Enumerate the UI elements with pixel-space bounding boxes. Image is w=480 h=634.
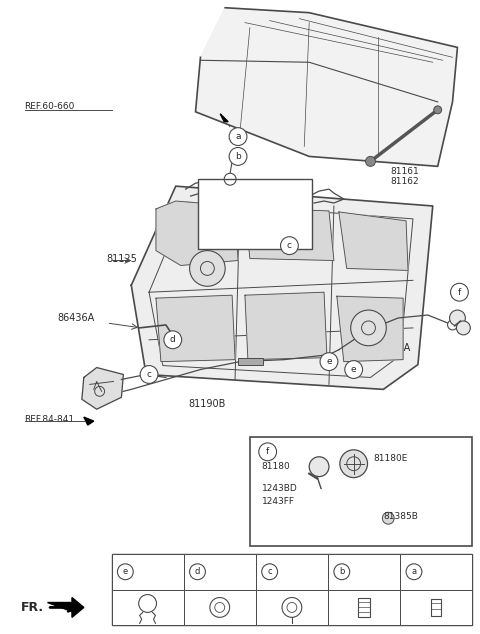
Text: 86415A: 86415A bbox=[425, 567, 458, 576]
Polygon shape bbox=[245, 208, 334, 261]
Bar bbox=[238, 358, 263, 365]
Circle shape bbox=[280, 236, 298, 255]
Polygon shape bbox=[156, 295, 235, 361]
Polygon shape bbox=[47, 602, 74, 612]
Circle shape bbox=[334, 564, 350, 579]
Circle shape bbox=[140, 366, 158, 384]
Text: c: c bbox=[146, 370, 152, 379]
Text: b: b bbox=[235, 152, 241, 161]
Polygon shape bbox=[72, 597, 84, 618]
Bar bbox=[358, 597, 370, 618]
Circle shape bbox=[366, 157, 375, 166]
Polygon shape bbox=[337, 296, 403, 361]
Text: 81180: 81180 bbox=[262, 462, 290, 471]
Circle shape bbox=[451, 283, 468, 301]
Bar bbox=[400, 554, 472, 590]
Bar bbox=[184, 590, 256, 625]
Bar bbox=[111, 554, 184, 590]
Text: 81180E: 81180E bbox=[373, 454, 408, 463]
Polygon shape bbox=[131, 186, 433, 389]
Text: 81738A: 81738A bbox=[353, 567, 386, 576]
Bar bbox=[256, 590, 328, 625]
Polygon shape bbox=[339, 212, 408, 271]
Text: f: f bbox=[266, 448, 269, 456]
Circle shape bbox=[190, 564, 205, 579]
Bar bbox=[328, 554, 400, 590]
Polygon shape bbox=[82, 368, 123, 409]
Text: a: a bbox=[411, 567, 417, 576]
Text: REF.84-841: REF.84-841 bbox=[24, 415, 75, 424]
Text: a: a bbox=[235, 132, 241, 141]
Bar bbox=[400, 590, 472, 625]
Circle shape bbox=[383, 512, 394, 524]
Circle shape bbox=[406, 564, 422, 579]
Circle shape bbox=[345, 361, 362, 378]
Text: 81126: 81126 bbox=[208, 567, 236, 576]
Text: 81125: 81125 bbox=[107, 254, 137, 264]
Polygon shape bbox=[220, 113, 228, 122]
Bar bbox=[250, 437, 472, 546]
Polygon shape bbox=[156, 201, 238, 266]
Text: 86436A: 86436A bbox=[57, 313, 95, 323]
Text: REF.60-660: REF.60-660 bbox=[24, 102, 75, 112]
Circle shape bbox=[164, 331, 182, 349]
Circle shape bbox=[447, 320, 457, 330]
Text: b: b bbox=[339, 567, 345, 576]
Bar bbox=[431, 598, 441, 616]
Bar bbox=[328, 590, 400, 625]
Circle shape bbox=[190, 250, 225, 287]
Polygon shape bbox=[84, 417, 94, 425]
Bar bbox=[256, 554, 328, 590]
Text: f: f bbox=[458, 288, 461, 297]
Circle shape bbox=[118, 564, 133, 579]
Text: e: e bbox=[123, 567, 128, 576]
Bar bbox=[111, 590, 184, 625]
Polygon shape bbox=[195, 8, 457, 166]
Circle shape bbox=[340, 450, 368, 477]
Text: e: e bbox=[326, 357, 332, 366]
Circle shape bbox=[320, 353, 338, 370]
Text: 81385B: 81385B bbox=[384, 512, 418, 521]
Circle shape bbox=[351, 310, 386, 346]
Circle shape bbox=[450, 310, 466, 326]
Text: FR.: FR. bbox=[21, 601, 44, 614]
Circle shape bbox=[262, 564, 277, 579]
Circle shape bbox=[434, 106, 442, 113]
Text: 86438A: 86438A bbox=[280, 567, 314, 576]
Text: c: c bbox=[267, 567, 272, 576]
Text: e: e bbox=[351, 365, 357, 374]
Circle shape bbox=[229, 127, 247, 146]
Bar bbox=[111, 554, 472, 625]
Bar bbox=[199, 179, 312, 249]
Circle shape bbox=[229, 148, 247, 165]
Text: 1243BD: 1243BD bbox=[262, 484, 298, 493]
Bar bbox=[184, 554, 256, 590]
Text: 86430: 86430 bbox=[192, 214, 223, 224]
Text: 81161
81162: 81161 81162 bbox=[390, 167, 419, 186]
Circle shape bbox=[259, 443, 276, 461]
Circle shape bbox=[309, 456, 329, 477]
Circle shape bbox=[456, 321, 470, 335]
Text: 81190A: 81190A bbox=[373, 343, 411, 353]
Text: d: d bbox=[170, 335, 176, 344]
Text: 1243FF: 1243FF bbox=[262, 497, 295, 506]
Polygon shape bbox=[245, 292, 327, 359]
Text: d: d bbox=[195, 567, 200, 576]
Text: c: c bbox=[287, 241, 292, 250]
Text: 81199: 81199 bbox=[136, 567, 164, 576]
Text: 81190B: 81190B bbox=[189, 399, 226, 409]
